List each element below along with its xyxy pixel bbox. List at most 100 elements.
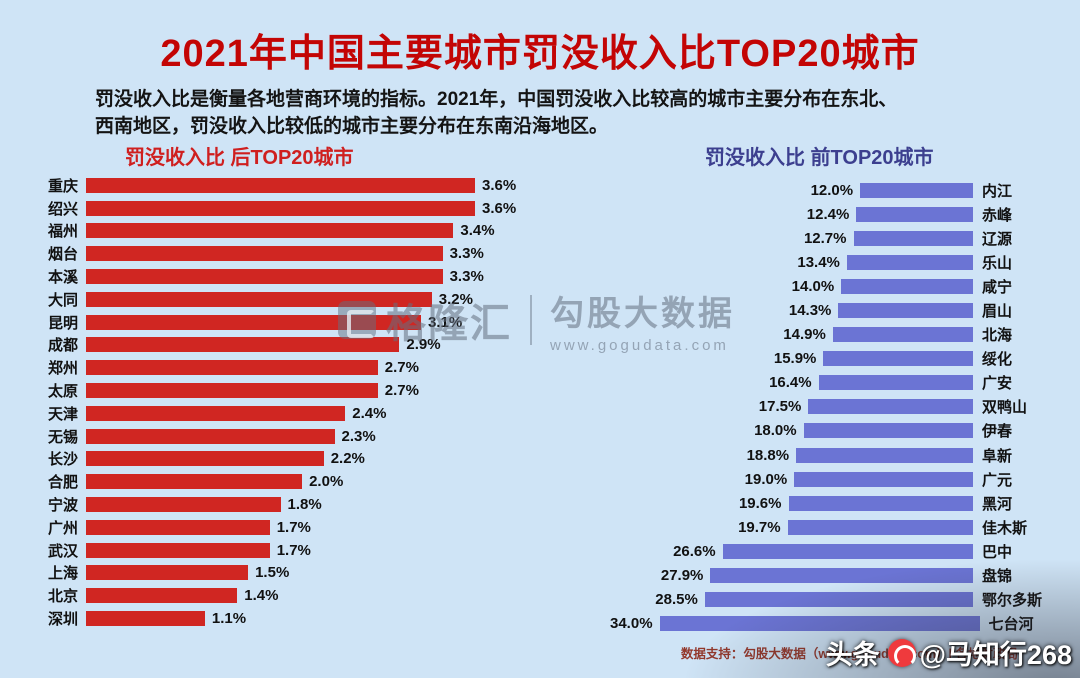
bar-row: 15.9% 绥化: [610, 347, 1070, 371]
bar: [823, 351, 973, 367]
watermark-right: 勾股大数据 www.gogudata.com: [550, 286, 735, 354]
bar: [86, 246, 443, 262]
value-label: 3.6%: [482, 176, 517, 194]
gelonghui-logo-icon: [338, 301, 376, 339]
value-label: 1.4%: [244, 587, 279, 605]
bar: [86, 474, 303, 490]
city-label: 武汉: [47, 542, 78, 560]
value-label: 3.3%: [449, 268, 484, 286]
value-label: 12.7%: [803, 229, 847, 247]
bar-row: 太原 2.7%: [18, 379, 588, 402]
chart-bottom-top20: 罚没收入比 后TOP20城市 重庆 3.6% 绍兴 3.6% 福州 3.4% 烟台 3.3% 本…: [18, 146, 588, 630]
bar-row: 18.0% 伊春: [610, 419, 1070, 443]
city-label: 深圳: [47, 611, 78, 629]
city-label: 长沙: [47, 451, 78, 469]
bar: [818, 375, 973, 391]
bar: [86, 360, 378, 376]
bar: [86, 314, 421, 330]
bar: [808, 399, 973, 415]
bar: [853, 230, 973, 246]
bar: [856, 206, 973, 222]
value-label: 2.2%: [330, 450, 365, 468]
bar-row: 合肥 2.0%: [18, 470, 588, 493]
bar-row: 12.0% 内江: [610, 178, 1070, 202]
city-label: 咸宁: [982, 278, 1013, 296]
bar: [86, 405, 346, 421]
city-label: 宁波: [47, 497, 78, 515]
value-label: 3.1%: [428, 313, 463, 331]
bar-row: 19.7% 佳木斯: [610, 515, 1070, 539]
value-label: 1.7%: [276, 541, 311, 559]
city-label: 烟台: [47, 246, 78, 264]
bar-row: 26.6% 巴中: [610, 539, 1070, 563]
value-label: 2.0%: [309, 473, 344, 491]
bar-row: 长沙 2.2%: [18, 448, 588, 471]
bar: [86, 451, 324, 467]
bar: [86, 519, 270, 535]
city-label: 广州: [47, 519, 78, 537]
city-label: 大同: [47, 291, 78, 309]
city-label: 七台河: [988, 616, 1034, 634]
watermark-url: www.gogudata.com: [550, 337, 729, 354]
value-label: 1.5%: [255, 564, 290, 582]
bar-row: 18.8% 阜新: [610, 443, 1070, 467]
bar-row: 天津 2.4%: [18, 402, 588, 425]
toutiao-badge: 头条 @马知行268: [826, 633, 1072, 672]
bar-row: 27.9% 盘锦: [610, 564, 1070, 588]
city-label: 广元: [982, 471, 1013, 489]
chart-right-rows: 12.0% 内江 12.4% 赤峰 12.7% 辽源 13.4% 乐山 14.0% 咸宁 14.3%…: [610, 178, 1070, 636]
bar-row: 19.6% 黑河: [610, 491, 1070, 515]
value-label: 2.7%: [384, 382, 419, 400]
bar: [722, 543, 973, 559]
bar: [787, 519, 973, 535]
bar: [846, 254, 973, 270]
bar: [832, 327, 973, 343]
bar: [659, 616, 980, 632]
value-label: 19.6%: [738, 494, 782, 512]
city-label: 郑州: [47, 360, 78, 378]
bar-row: 28.5% 鄂尔多斯: [610, 588, 1070, 612]
city-label: 乐山: [982, 254, 1013, 272]
city-label: 绍兴: [47, 200, 78, 218]
city-label: 北京: [47, 588, 78, 606]
value-label: 28.5%: [655, 591, 698, 609]
bar: [86, 565, 249, 581]
bar: [86, 497, 281, 513]
city-label: 天津: [47, 405, 78, 423]
city-label: 广安: [982, 375, 1013, 393]
value-label: 1.7%: [276, 518, 311, 536]
bar: [86, 337, 400, 353]
bar-row: 13.4% 乐山: [610, 250, 1070, 274]
value-label: 15.9%: [773, 350, 817, 368]
bar-row: 重庆 3.6%: [18, 174, 588, 197]
value-label: 19.0%: [744, 470, 788, 488]
chart-left-title: 罚没收入比 后TOP20城市: [125, 147, 354, 169]
bar-row: 12.4% 赤峰: [610, 202, 1070, 226]
value-label: 3.4%: [460, 222, 495, 240]
bar: [796, 447, 973, 463]
city-label: 双鸭山: [982, 399, 1028, 417]
city-label: 阜新: [982, 447, 1013, 465]
city-label: 眉山: [982, 303, 1013, 321]
city-label: 合肥: [47, 474, 78, 492]
value-label: 18.8%: [746, 446, 790, 464]
city-label: 成都: [47, 337, 78, 355]
value-label: 3.3%: [449, 245, 484, 263]
bar: [86, 383, 378, 399]
value-label: 14.9%: [783, 326, 826, 344]
bar-row: 昆明 3.1%: [18, 311, 588, 334]
bar-row: 14.0% 咸宁: [610, 274, 1070, 298]
city-label: 内江: [982, 182, 1013, 200]
city-label: 北海: [982, 327, 1013, 345]
bar: [838, 303, 973, 319]
bar-row: 19.0% 广元: [610, 467, 1070, 491]
page-title: 2021年中国主要城市罚没收入比TOP20城市: [160, 33, 920, 75]
value-label: 34.0%: [610, 615, 653, 633]
bar-row: 成都 2.9%: [18, 334, 588, 357]
city-label: 重庆: [47, 177, 78, 195]
bar-row: 本溪 3.3%: [18, 265, 588, 288]
value-label: 2.9%: [406, 336, 441, 354]
city-label: 佳木斯: [982, 519, 1028, 537]
value-label: 13.4%: [797, 253, 840, 271]
